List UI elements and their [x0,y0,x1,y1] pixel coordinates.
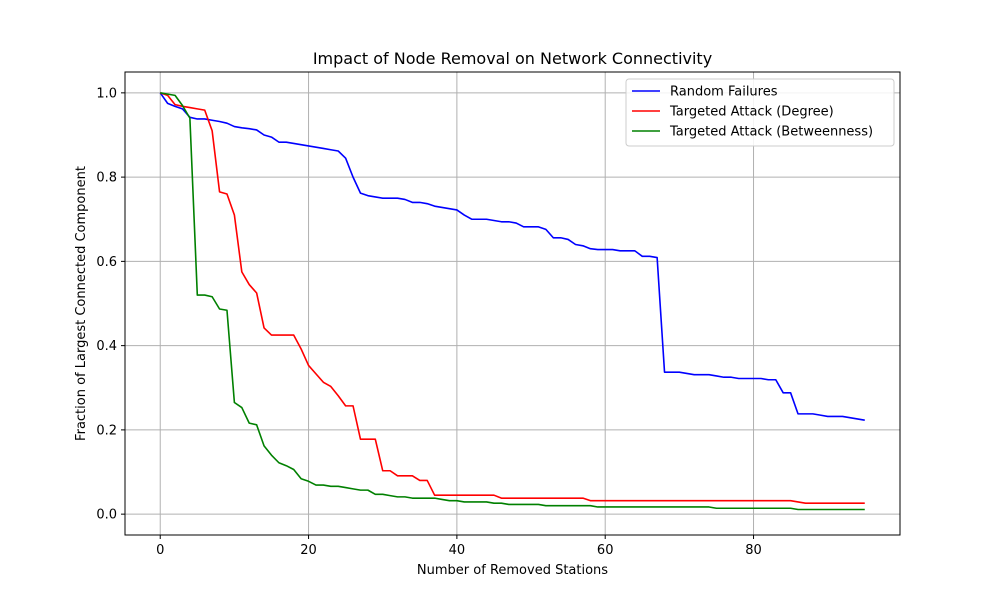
series-line-targeted-attack-degree [159,92,865,504]
x-tick-label: 40 [449,543,466,558]
series-line-targeted-attack-betweenness [160,92,865,511]
y-axis-label: Fraction of Largest Connected Component [74,166,89,441]
y-tick-label: 1.0 [96,86,117,101]
y-tick-label: 0.2 [96,423,117,438]
legend-label-targeted-attack-betweenness: Targeted Attack (Betweenness) [669,125,873,140]
legend: Random Failures Targeted Attack (Degree) T… [625,78,895,147]
plot-frame [124,71,901,536]
legend-label-random-failures: Random Failures [670,85,778,100]
legend-box [625,78,895,147]
series-lines [159,92,865,511]
legend-label-targeted-attack-degree: Targeted Attack (Degree) [669,105,834,120]
chart-title: Impact of Node Removal on Network Connec… [313,49,712,68]
y-tick-label: 0.8 [96,171,117,186]
axis-ticks: 0 20 40 60 80 0.0 0.2 0.4 0.6 0.8 1.0 [96,86,761,558]
y-tick-label: 0.4 [96,339,117,354]
series-line-random-failures [159,92,865,421]
x-tick-label: 80 [745,543,762,558]
y-tick-label: 0.0 [96,508,117,523]
x-tick-label: 20 [300,543,317,558]
x-axis-label: Number of Removed Stations [417,563,608,578]
y-tick-label: 0.6 [96,255,117,270]
x-tick-label: 0 [156,543,164,558]
x-tick-label: 60 [597,543,614,558]
